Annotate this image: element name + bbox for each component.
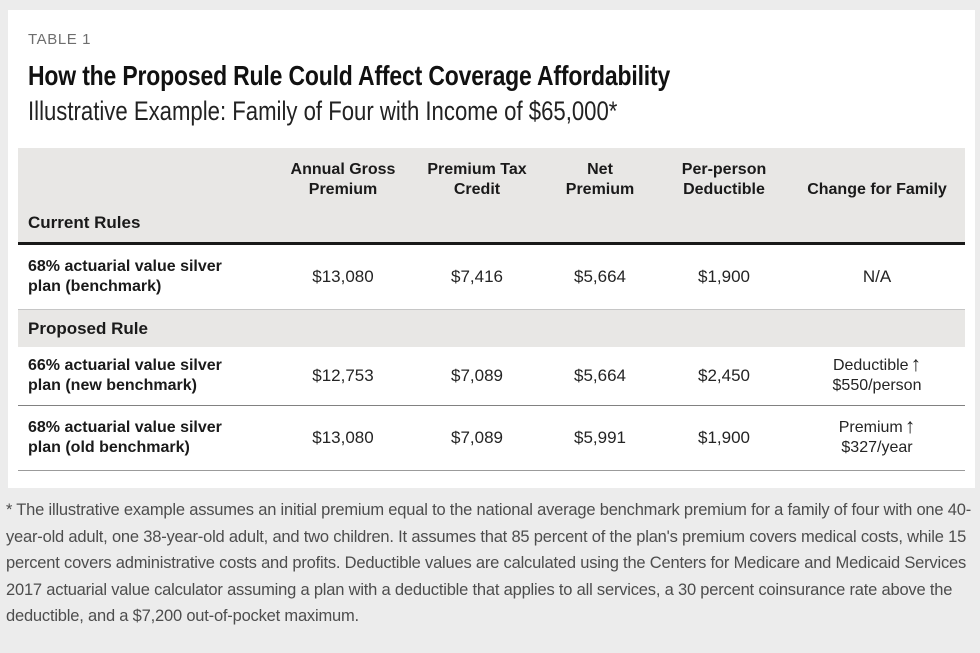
net-premium-value: $5,664 <box>574 366 626 385</box>
table-row-new-benchmark: 66% actuarial value silver plan (new ben… <box>18 347 965 406</box>
plan-name-line: 68% actuarial value silver <box>28 258 222 275</box>
column-header-change-for-family: Change for Family <box>789 180 965 200</box>
change-amount: $550/person <box>832 377 922 394</box>
annual-gross-premium-value: $12,753 <box>312 366 374 385</box>
table-header-band: Annual Gross Premium Premium Tax Credit … <box>18 148 965 245</box>
change-label: Premium <box>838 419 903 436</box>
change-for-family-value: Premium↑ $327/year <box>789 415 965 458</box>
plan-name-line: plan (new benchmark) <box>28 377 197 394</box>
plan-name: 66% actuarial value silver plan (new ben… <box>18 356 273 396</box>
table-row-old-benchmark: 68% actuarial value silver plan (old ben… <box>18 406 965 471</box>
premium-tax-credit-value: $7,089 <box>451 366 503 385</box>
page-title: How the Proposed Rule Could Affect Cover… <box>28 60 671 91</box>
plan-name-line: plan (benchmark) <box>28 278 162 295</box>
annual-gross-premium-value: $13,080 <box>312 267 374 286</box>
change-for-family-value: N/A <box>862 267 892 286</box>
premium-tax-credit-value: $7,416 <box>451 267 503 286</box>
per-person-deductible-value: $1,900 <box>698 267 750 286</box>
column-header-annual-gross-premium: Annual Gross Premium <box>273 160 413 200</box>
page-subtitle: Illustrative Example: Family of Four wit… <box>28 96 618 126</box>
header-line: Per-person <box>681 161 767 178</box>
table-kicker: TABLE 1 <box>28 31 92 48</box>
change-label: Deductible <box>832 357 909 374</box>
change-amount: $327/year <box>841 439 913 456</box>
header-line: Credit <box>453 181 501 198</box>
table-card: TABLE 1 How the Proposed Rule Could Affe… <box>8 10 975 488</box>
plan-name-line: 68% actuarial value silver <box>28 419 222 436</box>
up-arrow-icon: ↑ <box>910 353 922 376</box>
header-line: Premium <box>308 181 378 198</box>
per-person-deductible-value: $1,900 <box>698 428 750 447</box>
up-arrow-icon: ↑ <box>904 415 916 438</box>
premium-tax-credit-value: $7,089 <box>451 428 503 447</box>
per-person-deductible-value: $2,450 <box>698 366 750 385</box>
net-premium-value: $5,664 <box>574 267 626 286</box>
column-header-premium-tax-credit: Premium Tax Credit <box>413 160 541 200</box>
section-header-proposed-rule: Proposed Rule <box>18 310 965 347</box>
change-for-family-value: Deductible↑ $550/person <box>789 353 965 396</box>
header-line: Premium Tax <box>427 161 527 178</box>
plan-name: 68% actuarial value silver plan (old ben… <box>18 418 273 458</box>
header-line: Annual Gross <box>290 161 396 178</box>
change-label-line: Premium↑ <box>789 415 965 438</box>
affordability-table: Annual Gross Premium Premium Tax Credit … <box>18 148 965 471</box>
footnote: * The illustrative example assumes an in… <box>6 501 972 625</box>
annual-gross-premium-value: $13,080 <box>312 428 374 447</box>
section-header-current-rules: Current Rules <box>28 213 141 232</box>
plan-name: 68% actuarial value silver plan (benchma… <box>18 257 273 297</box>
header-line: Premium <box>565 181 635 198</box>
header-line: Deductible <box>683 181 765 198</box>
column-header-row: Annual Gross Premium Premium Tax Credit … <box>18 148 965 200</box>
header-line: Change for Family <box>807 181 947 198</box>
column-header-net-premium: Net Premium <box>541 160 659 200</box>
change-label-line: Deductible↑ <box>789 353 965 376</box>
net-premium-value: $5,991 <box>574 428 626 447</box>
column-header-per-person-deductible: Per-person Deductible <box>659 160 789 200</box>
plan-name-line: 66% actuarial value silver <box>28 357 222 374</box>
plan-name-line: plan (old benchmark) <box>28 439 190 456</box>
header-line: Net <box>587 161 613 178</box>
table-row-current-benchmark: 68% actuarial value silver plan (benchma… <box>18 245 965 310</box>
